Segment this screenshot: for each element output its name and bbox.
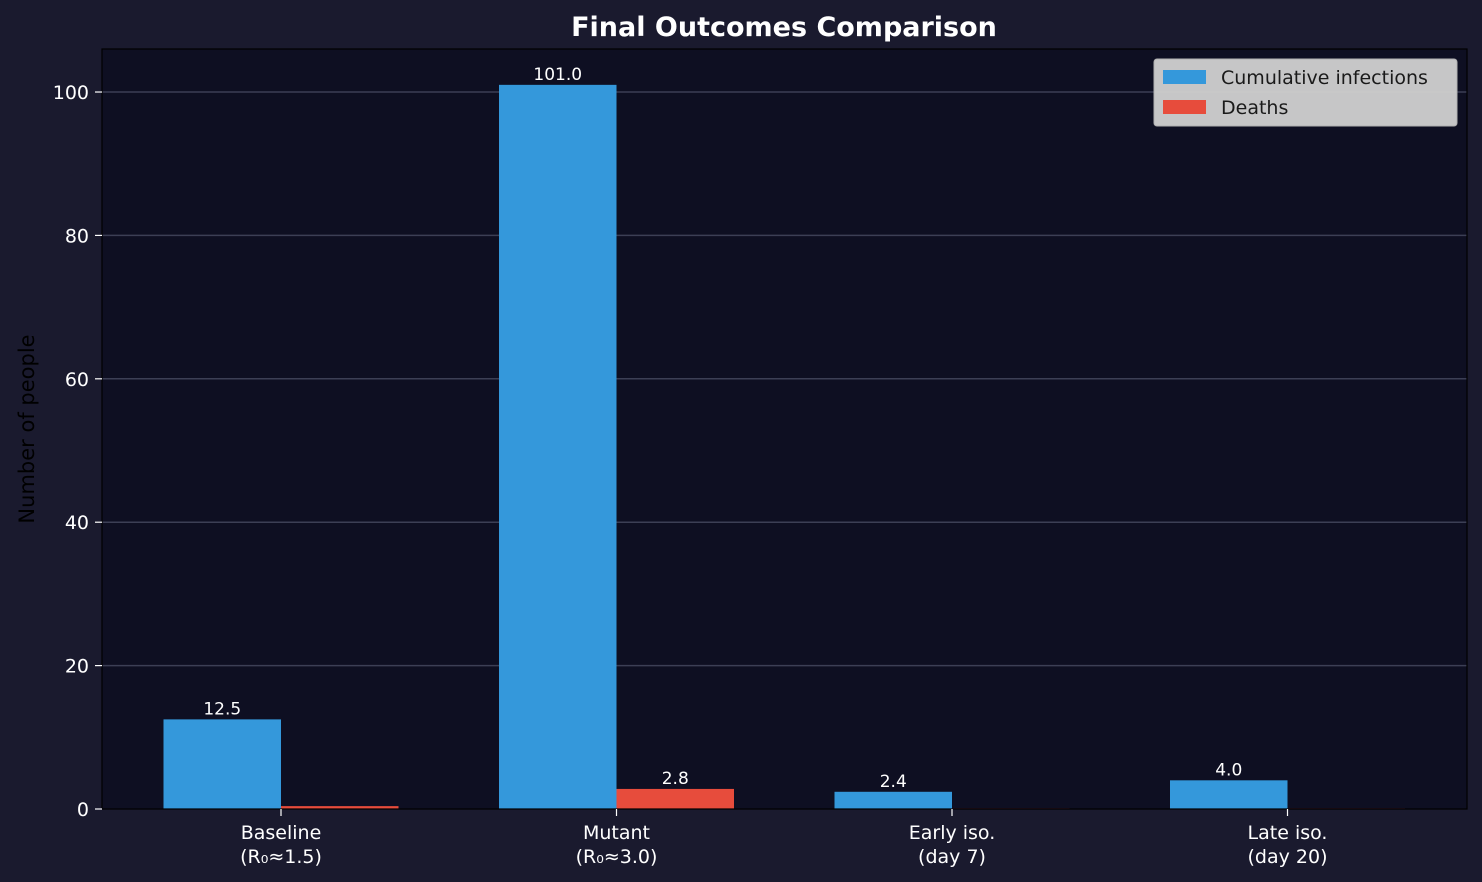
bars [163,84,1405,809]
plot-frame [101,48,1468,810]
bar-label-cumulative-infections-2: 2.4 [880,772,907,792]
y-axis-label: Number of people [15,334,39,523]
legend: Cumulative infections Deaths [1153,58,1458,127]
bar-label-cumulative-infections-3: 4.0 [1215,760,1242,780]
legend-label-deaths: Deaths [1221,97,1288,119]
bar-cumulative-infections-0 [163,719,281,809]
y-tick-label-100: 100 [53,82,89,104]
x-tick-label-1-1: (R₀≈3.0) [576,846,658,868]
bar-value-labels: 12.5 101.0 2.8 2.4 4.0 [203,65,1242,792]
legend-label-cumulative-infections: Cumulative infections [1221,67,1428,89]
chart-title: Final Outcomes Comparison [571,12,997,43]
bar-cumulative-infections-2 [834,791,952,809]
bar-label-cumulative-infections-1: 101.0 [533,65,582,85]
grid-lines [102,91,1467,667]
x-tick-label-0-1: (R₀≈1.5) [240,846,322,868]
bar-cumulative-infections-3 [1170,780,1288,809]
x-axis: Baseline(R₀≈1.5) Mutant(R₀≈3.0) Early iso.… [240,809,1328,868]
y-tick-label-20: 20 [65,656,89,678]
bar-label-cumulative-infections-0: 12.5 [203,699,241,719]
bar-deaths-1 [616,788,734,809]
x-tick-label-1-0: Mutant [583,822,650,844]
y-axis: 0 20 40 60 80 100 [53,82,102,821]
x-tick-label-2-1: (day 7) [918,846,986,868]
legend-swatch-deaths [1163,100,1206,114]
bar-cumulative-infections-1 [499,84,617,809]
legend-swatch-cumulative-infections [1163,70,1206,84]
x-tick-label-0-0: Baseline [241,822,322,844]
legend-box [1153,58,1458,127]
x-tick-label-3-0: Late iso. [1248,822,1328,844]
y-tick-label-40: 40 [65,512,89,534]
bar-label-deaths-1: 2.8 [662,769,689,789]
bar-deaths-0 [281,806,399,809]
x-tick-label-2-0: Early iso. [909,822,996,844]
plot-area [102,49,1467,809]
y-tick-label-80: 80 [65,225,89,247]
y-tick-label-60: 60 [65,369,89,391]
y-tick-label-0: 0 [77,799,89,821]
x-tick-label-3-1: (day 20) [1248,846,1328,868]
